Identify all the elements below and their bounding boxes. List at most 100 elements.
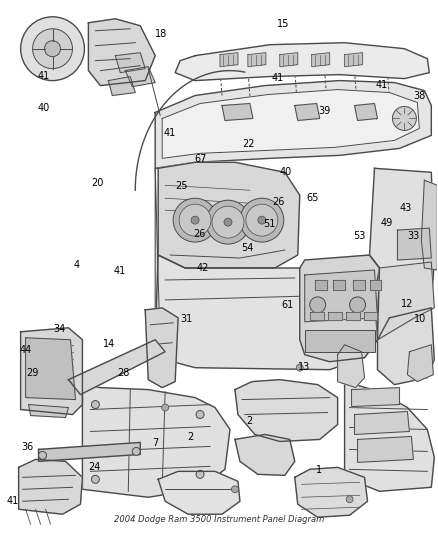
Circle shape — [392, 107, 417, 131]
Text: 41: 41 — [375, 80, 388, 90]
Text: 29: 29 — [26, 368, 38, 378]
Polygon shape — [125, 67, 155, 86]
Polygon shape — [155, 255, 378, 370]
Circle shape — [224, 218, 232, 226]
Text: 53: 53 — [353, 231, 366, 241]
Text: 67: 67 — [194, 154, 207, 164]
Polygon shape — [357, 437, 413, 462]
Polygon shape — [235, 434, 295, 475]
Polygon shape — [353, 280, 364, 290]
Text: 40: 40 — [279, 167, 292, 177]
Polygon shape — [355, 411, 410, 434]
Circle shape — [258, 216, 266, 224]
Polygon shape — [235, 379, 338, 441]
Polygon shape — [175, 43, 429, 80]
Text: 15: 15 — [277, 19, 290, 29]
Text: 41: 41 — [7, 496, 19, 506]
Circle shape — [212, 206, 244, 238]
Polygon shape — [88, 19, 155, 86]
Circle shape — [246, 204, 278, 236]
Polygon shape — [305, 270, 378, 322]
Text: 36: 36 — [21, 442, 34, 452]
Polygon shape — [220, 53, 238, 67]
Polygon shape — [115, 53, 145, 72]
Text: 24: 24 — [88, 462, 101, 472]
Circle shape — [162, 404, 169, 411]
Polygon shape — [162, 90, 419, 158]
Polygon shape — [295, 103, 320, 120]
Text: 10: 10 — [414, 313, 426, 324]
Circle shape — [350, 297, 366, 313]
Circle shape — [21, 17, 85, 80]
Polygon shape — [155, 168, 165, 360]
Polygon shape — [370, 280, 381, 290]
Circle shape — [346, 496, 353, 503]
Circle shape — [92, 475, 99, 483]
Text: 33: 33 — [407, 231, 420, 241]
Polygon shape — [158, 471, 240, 514]
Text: 14: 14 — [103, 338, 115, 349]
Polygon shape — [364, 312, 378, 320]
Circle shape — [132, 447, 140, 455]
Polygon shape — [397, 228, 431, 260]
Text: 49: 49 — [381, 218, 393, 228]
Polygon shape — [338, 345, 364, 387]
Text: 65: 65 — [307, 193, 319, 204]
Circle shape — [32, 29, 72, 69]
Circle shape — [240, 198, 284, 242]
Circle shape — [45, 41, 60, 56]
Text: 54: 54 — [241, 243, 254, 253]
Polygon shape — [328, 312, 342, 320]
Text: 13: 13 — [298, 362, 310, 373]
Circle shape — [173, 198, 217, 242]
Text: 44: 44 — [20, 345, 32, 356]
Text: 41: 41 — [272, 73, 284, 83]
Text: 22: 22 — [242, 139, 254, 149]
Polygon shape — [158, 163, 300, 268]
Text: 2: 2 — [187, 432, 194, 441]
Text: 28: 28 — [117, 368, 129, 378]
Polygon shape — [222, 103, 253, 120]
Text: 25: 25 — [176, 181, 188, 191]
Circle shape — [191, 216, 199, 224]
Text: 20: 20 — [92, 177, 104, 188]
Circle shape — [206, 200, 250, 244]
Text: 12: 12 — [401, 298, 413, 309]
Polygon shape — [145, 308, 178, 387]
Text: 7: 7 — [152, 438, 159, 448]
Polygon shape — [332, 280, 345, 290]
Polygon shape — [312, 53, 330, 67]
Polygon shape — [248, 53, 266, 67]
Polygon shape — [345, 53, 363, 67]
Bar — [305, 330, 374, 352]
Text: 38: 38 — [413, 92, 425, 101]
Polygon shape — [21, 328, 82, 415]
Polygon shape — [345, 382, 434, 491]
Polygon shape — [19, 459, 82, 514]
Text: 2: 2 — [247, 416, 253, 425]
Polygon shape — [300, 255, 379, 362]
Circle shape — [179, 204, 211, 236]
Polygon shape — [378, 308, 434, 385]
Text: 1: 1 — [316, 465, 322, 475]
Polygon shape — [295, 467, 367, 517]
Polygon shape — [355, 103, 378, 120]
Polygon shape — [82, 385, 230, 497]
Circle shape — [39, 451, 46, 459]
Polygon shape — [108, 77, 135, 95]
Text: 26: 26 — [193, 229, 205, 239]
Text: 4: 4 — [74, 261, 80, 270]
Text: 34: 34 — [53, 324, 66, 334]
Polygon shape — [155, 80, 431, 168]
Text: 39: 39 — [318, 107, 331, 116]
Text: 18: 18 — [155, 29, 167, 39]
Text: 41: 41 — [37, 71, 49, 82]
Polygon shape — [407, 345, 433, 382]
Text: 40: 40 — [37, 103, 49, 113]
Polygon shape — [39, 442, 140, 462]
Circle shape — [296, 364, 303, 371]
Polygon shape — [310, 312, 324, 320]
Text: 41: 41 — [164, 127, 176, 138]
Polygon shape — [352, 387, 399, 407]
Circle shape — [310, 297, 326, 313]
